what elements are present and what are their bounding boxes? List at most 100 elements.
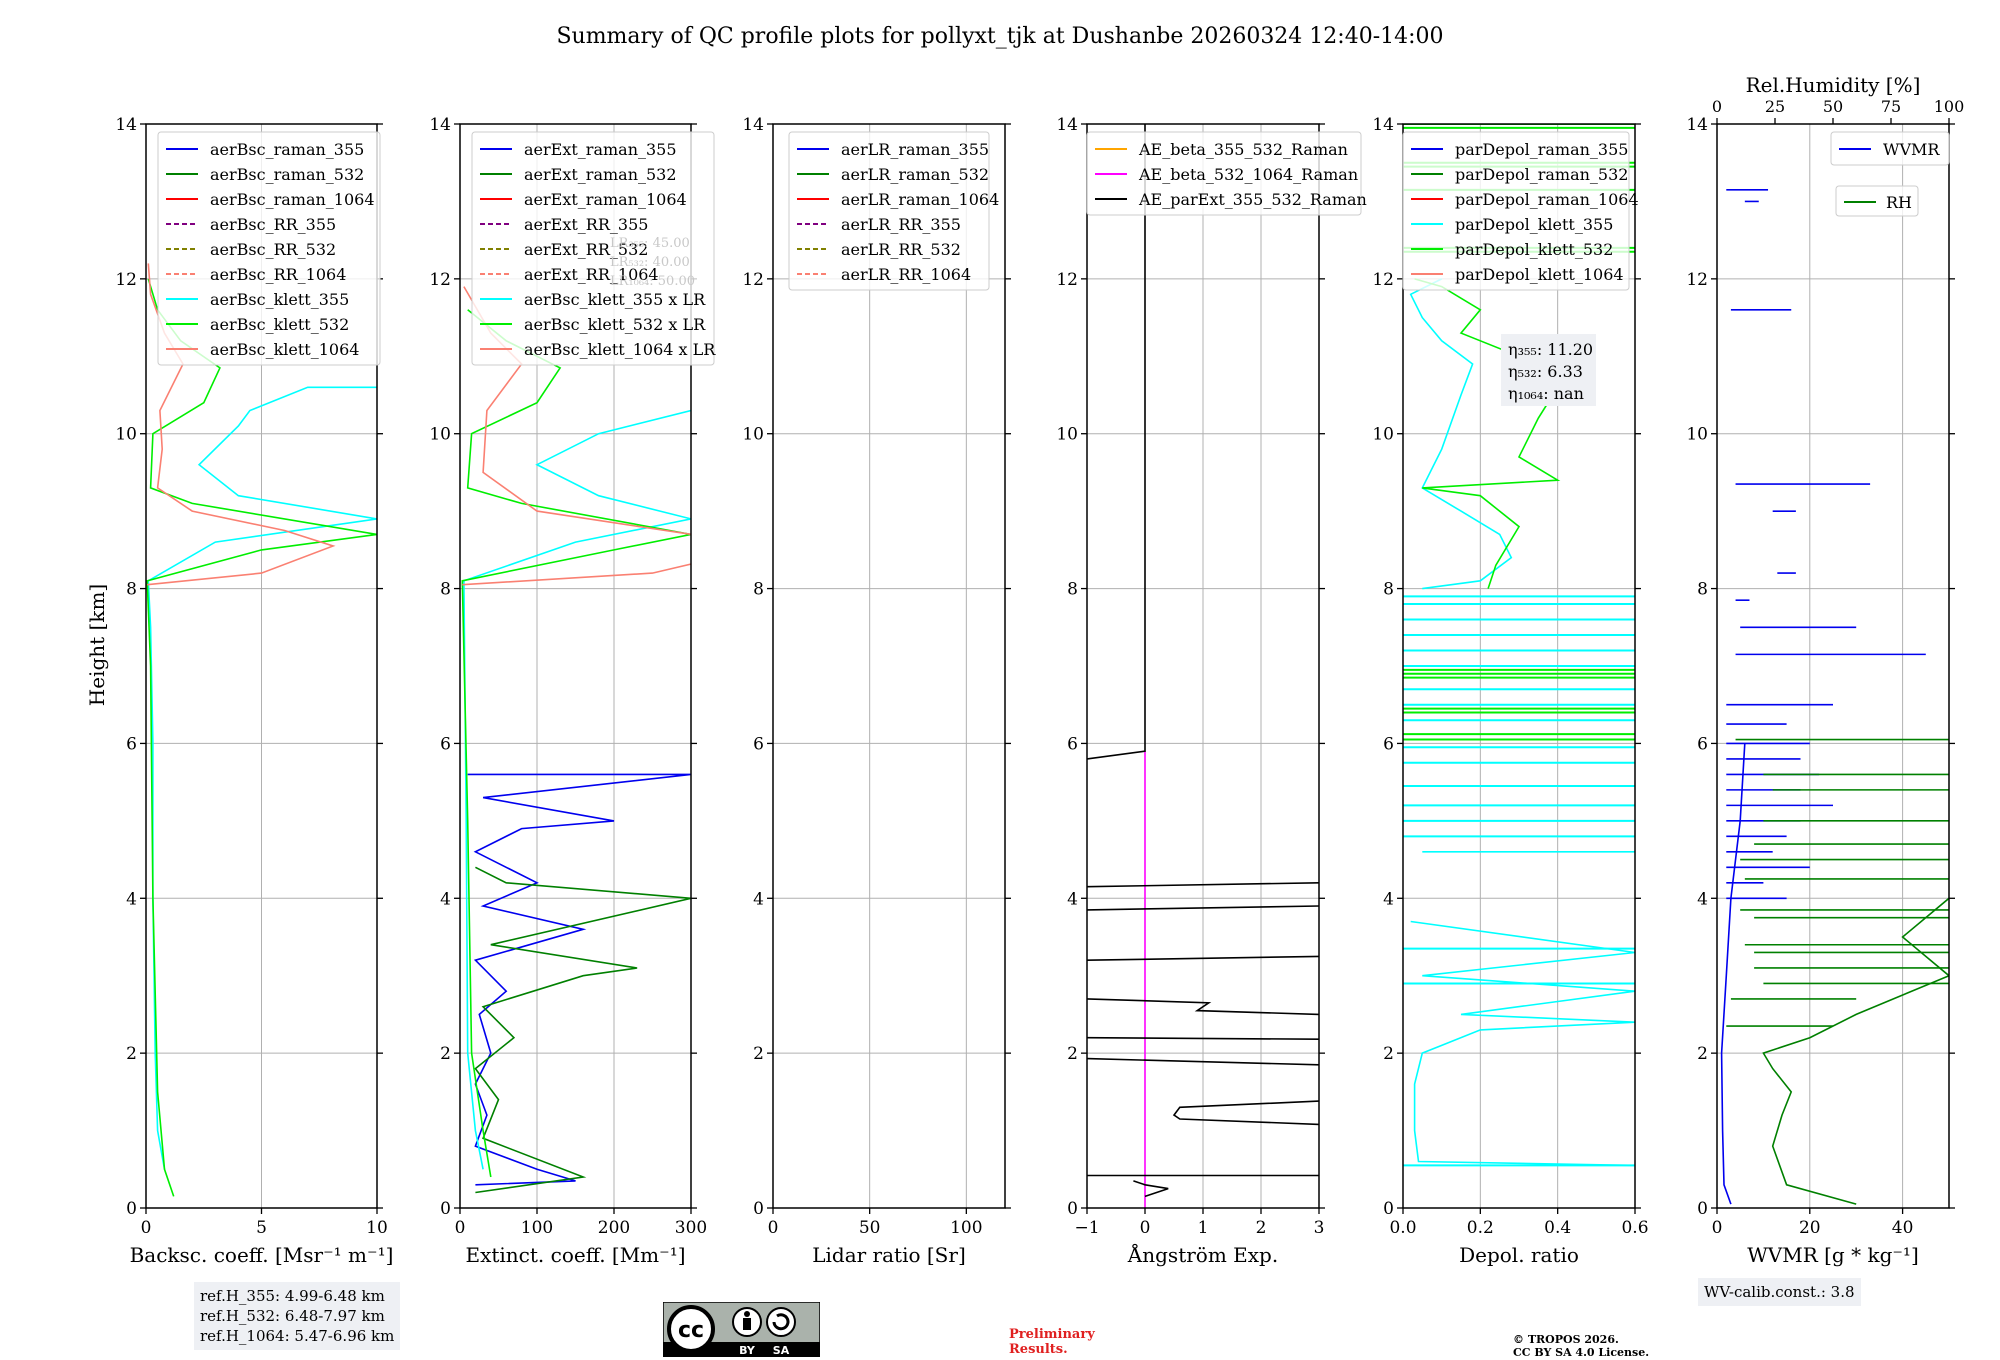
y-tick-label: 10 [1686, 425, 1708, 445]
legend-label: aerBsc_klett_1064 [210, 340, 359, 359]
refh-1064: ref.H_1064: 5.47-6.96 km [200, 1327, 395, 1345]
y-tick-label: 2 [126, 1044, 137, 1064]
eta-annotation: η₅₃₂: 6.33 [1508, 362, 1583, 381]
top-x-tick-label: 25 [1765, 97, 1785, 116]
panel-depol: 0.0 0.2 0.4 0.6 0 2 4 6 8 10 12 14 Depol. ratio parDe… [1372, 115, 1648, 1267]
x-tick-label: 50 [859, 1218, 881, 1238]
x-tick-label: 0 [455, 1218, 466, 1238]
legend-label: parDepol_raman_355 [1455, 140, 1628, 159]
y-tick-label: 2 [440, 1044, 451, 1064]
x-tick-label: 0 [1712, 1218, 1723, 1238]
panel-wv: 0 20 40 0 2 4 6 8 10 12 14 WVMR [g * kg⁻¹] 0 25 50 75 10… [1686, 73, 1964, 1267]
top-x-tick-label: 100 [1934, 97, 1965, 116]
y-tick-label: 6 [1383, 734, 1394, 754]
cc-text: cc [678, 1318, 704, 1343]
legend-label: parDepol_klett_355 [1455, 215, 1613, 234]
y-tick-label: 0 [1067, 1199, 1078, 1219]
legend-box [1830, 131, 1950, 166]
y-tick-label: 4 [126, 889, 137, 909]
legend-label: aerLR_raman_1064 [841, 190, 999, 209]
reference-height-box: ref.H_355: 4.99-6.48 km ref.H_532: 6.48-… [194, 1282, 401, 1350]
legend-label: aerBsc_raman_1064 [210, 190, 375, 209]
y-tick-label: 12 [429, 270, 451, 290]
axes-frame [459, 123, 692, 1209]
x-tick-label: 0 [141, 1218, 152, 1238]
x-tick-label: 0.6 [1621, 1218, 1648, 1238]
series-line-AE_parExt_355_532_Raman [1172, 1100, 1319, 1126]
series-line-AE_parExt_355_532_Raman [1087, 1036, 1319, 1040]
axes-frame [1716, 123, 1950, 1209]
y-tick-label: 12 [1686, 270, 1708, 290]
y-tick-label: 8 [753, 580, 764, 600]
cc-by-sa-logo: cc BY SA [663, 1302, 820, 1357]
panel-bsc: 0 5 10 0 2 4 6 8 10 12 14 Backsc. coeff. [Msr⁻¹ m⁻¹… [115, 115, 393, 1267]
eta-box [1501, 334, 1596, 406]
x-axis-label: WVMR [g * kg⁻¹] [1747, 1243, 1919, 1267]
legend-label: aerBsc_raman_532 [210, 165, 364, 184]
top-x-tick-label: 50 [1823, 97, 1843, 116]
series-line-AE_parExt_355_532_Raman [1087, 998, 1319, 1016]
y-tick-label: 8 [440, 580, 451, 600]
legend-box [1402, 131, 1630, 291]
x-tick-label: 0.0 [1389, 1218, 1416, 1238]
series-line-WVMR [1720, 743, 1746, 1205]
y-tick-label: 6 [126, 734, 137, 754]
axes-frame [772, 123, 1006, 1209]
legend-label: aerLR_raman_532 [841, 165, 989, 184]
y-tick-label: 6 [1697, 734, 1708, 754]
legend-label: parDepol_klett_532 [1455, 240, 1613, 259]
y-tick-label: 10 [1372, 425, 1394, 445]
series-line-parDepol_klett_355 [1409, 278, 1513, 590]
legend-label: aerLR_RR_1064 [841, 265, 971, 284]
y-tick-label: 14 [1056, 115, 1078, 135]
legend-label: aerLR_RR_355 [841, 215, 961, 234]
y-tick-label: 14 [1372, 115, 1394, 135]
lr-annotation: LR₁₀₆₄: 50.00 [610, 274, 695, 289]
x-tick-label: 2 [1256, 1218, 1267, 1238]
legend-label: aerBsc_klett_532 [210, 315, 349, 334]
copyright-line-1: © TROPOS 2026. [1513, 1333, 1619, 1346]
series-line-aerBsc_klett_532 [146, 278, 377, 1197]
top-x-tick-label: 75 [1881, 97, 1901, 116]
cc-by-text: BY [739, 1344, 756, 1357]
legend-label: aerLR_RR_532 [841, 240, 961, 259]
y-tick-label: 10 [742, 425, 764, 445]
legend-label: aerBsc_klett_355 [210, 290, 349, 309]
lr-annotation: LR₅₃₂: 40.00 [610, 255, 690, 270]
legend-label: WVMR [1883, 140, 1940, 159]
x-tick-label: 100 [521, 1218, 553, 1238]
y-tick-label: 14 [742, 115, 764, 135]
y-tick-label: 6 [1067, 734, 1078, 754]
x-axis-label: Ångström Exp. [1127, 1242, 1278, 1267]
legend-label: parDepol_raman_1064 [1455, 190, 1639, 209]
y-tick-label: 0 [126, 1199, 137, 1219]
series-line-AE_parExt_355_532_Raman [1087, 882, 1319, 888]
x-tick-label: 0.4 [1544, 1218, 1571, 1238]
y-tick-label: 8 [126, 580, 137, 600]
y-tick-label: 8 [1383, 580, 1394, 600]
y-tick-label: 0 [1383, 1199, 1394, 1219]
x-tick-label: 0.2 [1467, 1218, 1494, 1238]
legend-label: aerBsc_klett_1064 x LR [524, 340, 716, 359]
preliminary-line-1: Preliminary [1009, 1327, 1095, 1342]
copyright-line-2: CC BY SA 4.0 License. [1513, 1346, 1650, 1359]
legend-label: aerBsc_klett_355 x LR [524, 290, 706, 309]
y-tick-label: 2 [1067, 1044, 1078, 1064]
legend-label: aerBsc_raman_355 [210, 140, 364, 159]
preliminary-line-2: Results. [1009, 1342, 1068, 1357]
legend-label: aerBsc_klett_532 x LR [524, 315, 706, 334]
y-tick-label: 12 [115, 270, 137, 290]
legend-label: aerLR_raman_355 [841, 140, 989, 159]
x-tick-label: 300 [675, 1218, 707, 1238]
y-tick-label: 12 [1372, 270, 1394, 290]
series-line-AE_parExt_355_532_Raman [1087, 955, 1319, 961]
series-line-parDepol_klett_355 [1410, 920, 1635, 1167]
y-tick-label: 8 [1067, 580, 1078, 600]
legend-label: parDepol_klett_1064 [1455, 265, 1624, 284]
series-line-aerExt_raman_355 [467, 773, 691, 1186]
y-tick-label: 2 [1697, 1044, 1708, 1064]
y-axis-label: Height [km] [85, 584, 109, 706]
y-tick-label: 10 [115, 425, 137, 445]
